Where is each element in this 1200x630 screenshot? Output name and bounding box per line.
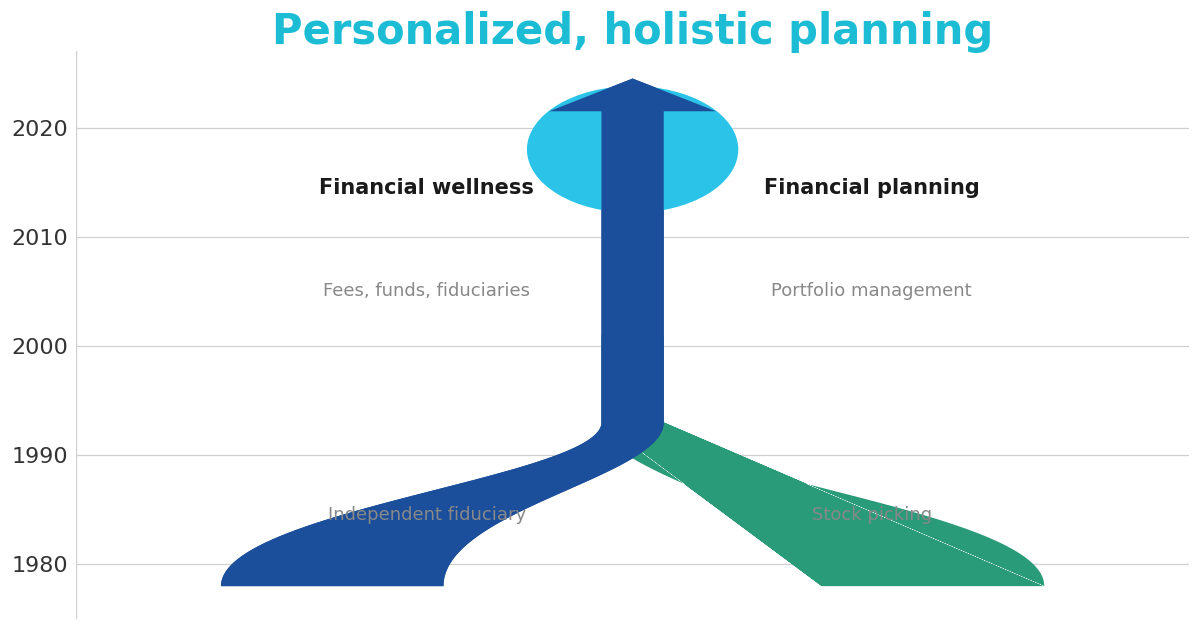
Text: Financial wellness: Financial wellness [319, 178, 534, 198]
Text: Stock picking: Stock picking [811, 506, 932, 524]
Text: Financial planning: Financial planning [764, 178, 979, 198]
Text: Portfolio management: Portfolio management [772, 282, 972, 301]
Polygon shape [601, 335, 1044, 586]
Text: Personalized, holistic planning: Personalized, holistic planning [272, 11, 994, 54]
Polygon shape [221, 79, 716, 586]
Polygon shape [221, 79, 716, 586]
Ellipse shape [527, 86, 738, 213]
Text: Independent fiduciary: Independent fiduciary [328, 506, 526, 524]
Text: Fees, funds, fiduciaries: Fees, funds, fiduciaries [323, 282, 530, 301]
